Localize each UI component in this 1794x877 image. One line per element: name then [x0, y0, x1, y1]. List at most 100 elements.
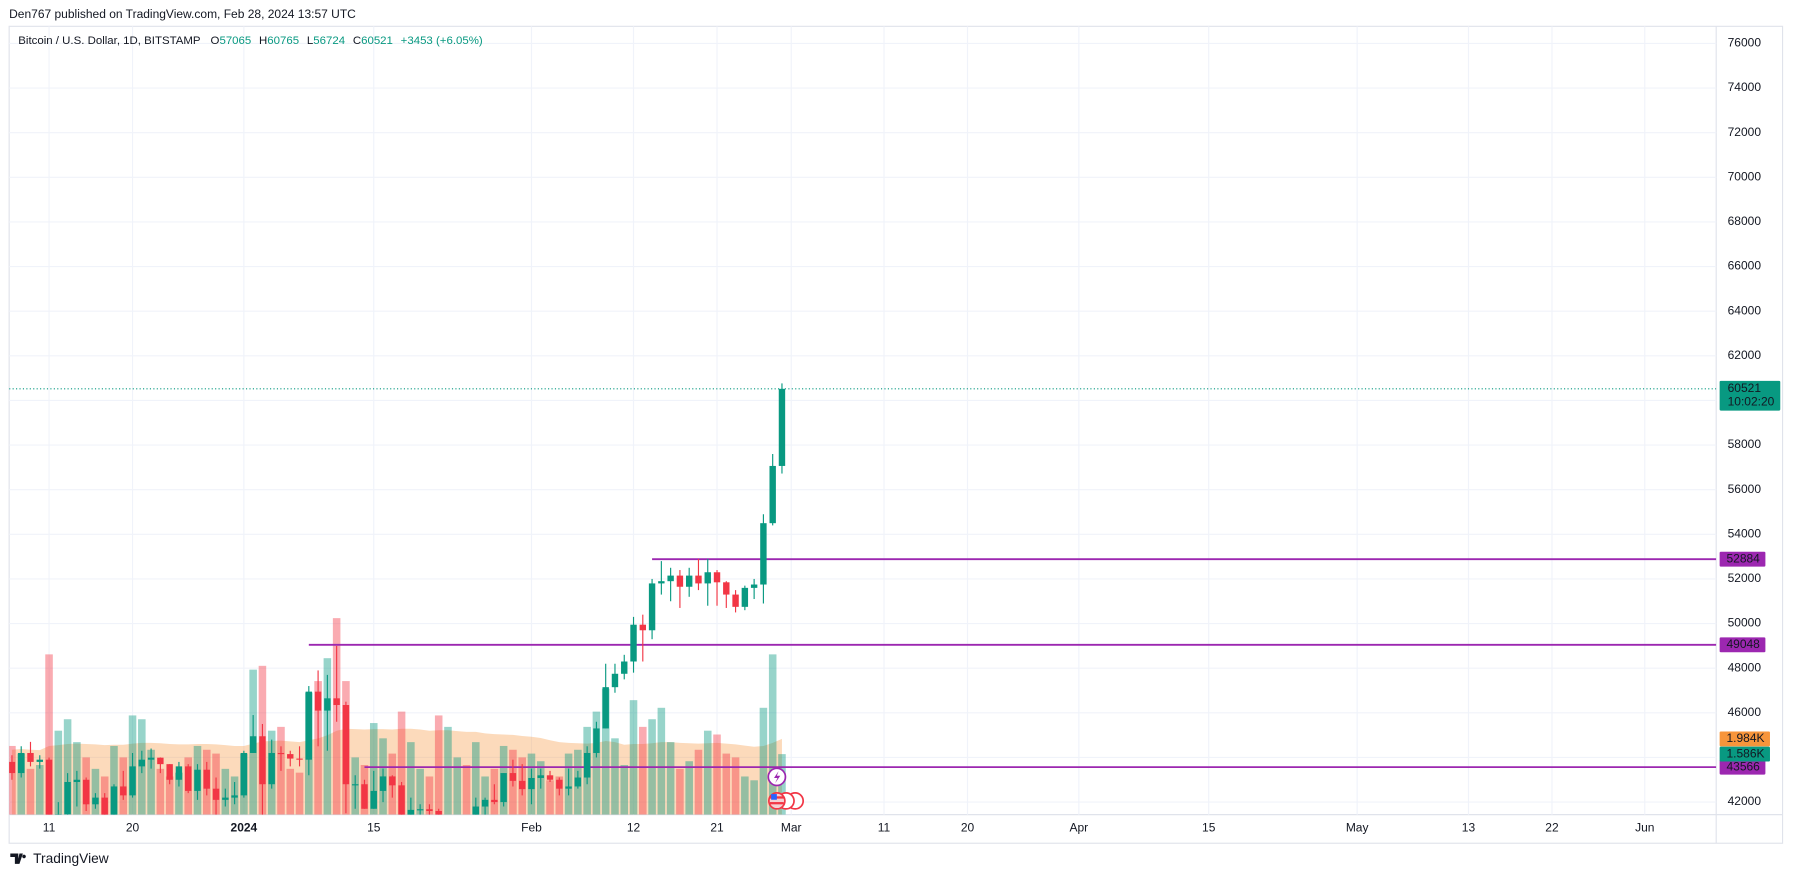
candle-body: [732, 594, 739, 607]
volume-bar: [175, 772, 183, 815]
volume-bar: [713, 734, 721, 815]
volume-bar: [54, 730, 63, 815]
candle-body: [342, 705, 350, 785]
candle-body: [435, 810, 442, 815]
volume-ma-box: [1719, 731, 1770, 747]
candle-body: [778, 388, 786, 466]
candle-body: [713, 572, 721, 583]
volume-bar: [620, 765, 629, 815]
candle-body: [741, 587, 749, 607]
level-box: [1719, 551, 1766, 567]
candle-body: [685, 575, 693, 587]
candle-body: [249, 736, 257, 753]
legend: Bitcoin / U.S. Dollar, 1D, BITSTAMP O570…: [18, 35, 483, 47]
candle-body: [574, 777, 582, 787]
candle-body: [222, 797, 229, 800]
y-tick-label: 62000: [1728, 348, 1762, 362]
volume-bar: [676, 768, 684, 815]
volume-bar: [453, 757, 462, 815]
candle-body: [509, 773, 517, 781]
y-tick-label: 70000: [1728, 170, 1762, 184]
last-price-box: [1719, 380, 1781, 411]
ohlc-value: 57065: [219, 35, 251, 47]
volume-bar: [472, 742, 480, 815]
x-tick-label: May: [1346, 821, 1369, 835]
footer-brand: TradingView: [33, 851, 109, 866]
candle-body: [500, 773, 507, 803]
candle-body: [203, 769, 210, 789]
volume-bar: [601, 688, 610, 815]
volume-ma-area: [11, 728, 782, 815]
candle-body: [704, 572, 711, 584]
volume-bar: [397, 711, 406, 815]
volume-bar: [546, 780, 554, 815]
y-tick-label: 42000: [1728, 794, 1762, 808]
ohlc-value: 60521: [361, 35, 393, 47]
volume-bar: [750, 780, 758, 815]
candle-body: [120, 786, 127, 796]
candle-body: [537, 775, 544, 778]
y-tick-label: 52000: [1728, 571, 1762, 585]
countdown-label: 10:02:20: [1728, 395, 1775, 409]
candle-body: [268, 752, 275, 785]
ohlc-value: 60765: [267, 35, 299, 47]
candle-body: [602, 687, 609, 729]
candle-body: [546, 775, 554, 780]
y-tick-label: 64000: [1728, 303, 1762, 317]
candle-body: [389, 776, 396, 786]
volume-bar: [407, 742, 415, 815]
candle-body: [314, 691, 322, 711]
y-tick-label: 50000: [1728, 616, 1762, 630]
y-tick-label: 54000: [1728, 526, 1762, 540]
x-tick-label: 20: [126, 821, 140, 835]
x-tick-label: Apr: [1069, 821, 1088, 835]
candle-body: [760, 523, 767, 585]
level-label: 52884: [1726, 551, 1760, 565]
candle-body: [769, 465, 776, 524]
volume-bar: [629, 700, 638, 815]
candle-body: [36, 759, 43, 762]
candle-body: [64, 781, 71, 815]
candle-body: [129, 766, 136, 796]
candle-body: [695, 575, 702, 584]
candle-body: [398, 785, 405, 815]
candle-body: [351, 784, 359, 786]
plot: [9, 383, 1717, 815]
volume-bar: [611, 738, 619, 815]
candle-body: [472, 806, 480, 815]
ohlc-letter: H: [259, 35, 267, 47]
y-tick-label: 48000: [1728, 660, 1762, 674]
level-label: 49048: [1726, 637, 1760, 651]
volume-bar: [434, 715, 443, 815]
candle-body: [426, 809, 433, 811]
candle-body: [296, 758, 303, 760]
symbol: Bitcoin / U.S. Dollar, 1D, BITSTAMP: [18, 35, 201, 47]
volume-bar: [110, 745, 118, 815]
candle-body: [18, 752, 25, 774]
candle-body: [287, 754, 294, 759]
candle-body: [110, 786, 118, 815]
candle-body: [658, 581, 665, 584]
volume-bar: [444, 726, 452, 815]
candle-body: [491, 799, 498, 803]
volume-bar: [694, 749, 703, 815]
volume-bar: [639, 726, 647, 815]
volume-bar: [481, 776, 489, 815]
volume-bar: [17, 753, 25, 815]
x-tick-label: 15: [1202, 821, 1216, 835]
y-tick-label: 56000: [1728, 482, 1762, 496]
x-tick-label: Feb: [521, 821, 542, 835]
candle-body: [621, 661, 628, 674]
candle-body: [259, 736, 266, 785]
candle-body: [370, 790, 377, 809]
x-tick-label: 11: [878, 821, 891, 835]
candle-body: [593, 728, 600, 753]
candle-body: [750, 584, 758, 588]
volume-bar: [147, 749, 155, 815]
volume-bar: [45, 654, 53, 815]
volume-bar: [369, 723, 378, 815]
candle-body: [305, 691, 313, 760]
volume-bar: [685, 761, 693, 815]
volume-bar: [703, 730, 712, 815]
